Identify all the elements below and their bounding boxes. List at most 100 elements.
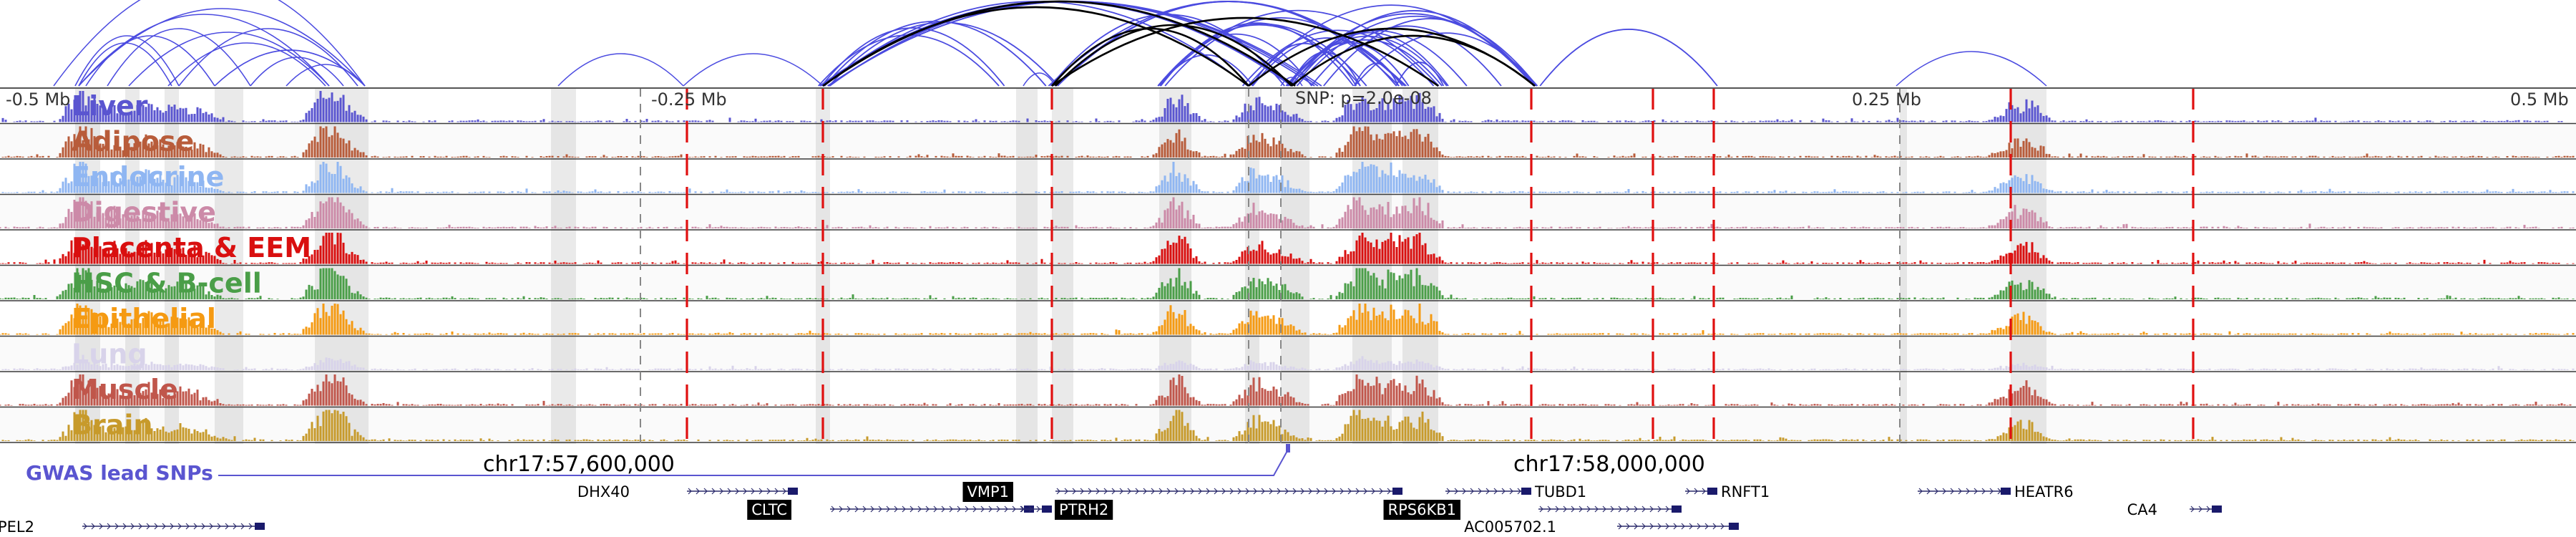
gwas-label: GWAS lead SNPs <box>26 461 213 485</box>
gene-label: RPS6KB1 <box>1388 501 1456 518</box>
loop-arc <box>1291 34 1536 87</box>
loop-arc <box>1252 37 1403 87</box>
gene-label: VMP1 <box>967 483 1009 500</box>
track-label: Digestive <box>72 197 216 228</box>
loop-arc <box>167 42 326 87</box>
gene-label: HEATR6 <box>2014 483 2074 500</box>
highlight-band <box>1052 88 1073 444</box>
track-label: Adipose <box>72 126 194 158</box>
strand-arrows <box>2190 505 2218 513</box>
track-label: Brain <box>72 410 152 441</box>
signal-trace <box>1 354 2575 370</box>
loop-arc <box>824 21 1047 87</box>
coordinate-label: chr17:57,600,000 <box>483 452 675 477</box>
highlight-band <box>551 88 576 444</box>
gwas-snp-marker <box>1286 444 1290 453</box>
gene-label-highlight <box>962 482 1013 502</box>
coordinate-axis: -0.5 Mb -0.25 Mb 0.25 Mb 0.5 Mb SNP: p=2… <box>0 87 2576 110</box>
gwas-track: GWAS lead SNPs <box>26 444 1290 485</box>
loop-arc <box>1354 32 1538 87</box>
strand-arrows <box>688 488 794 495</box>
signal-trace <box>0 268 2575 299</box>
gene-exon <box>1707 488 1717 495</box>
gene-exon <box>2212 505 2222 513</box>
strand-arrows <box>1618 523 1732 530</box>
track-label: Epithelial <box>72 303 216 334</box>
loop-arc <box>1051 16 1439 87</box>
loop-arc <box>1157 9 1440 87</box>
track-label: Endocrine <box>72 161 224 193</box>
gene-exon <box>1672 505 1682 513</box>
signal-trace <box>0 233 2575 264</box>
gene-label: YPEL2 <box>0 518 34 536</box>
loop-arc <box>1160 22 1355 87</box>
chromatin-loop-arcs <box>53 0 2047 87</box>
loop-arc <box>78 42 172 87</box>
gene-exon <box>788 488 798 495</box>
gene-label: DHX40 <box>577 483 630 500</box>
track-label: Liver <box>72 90 148 122</box>
signal-trace <box>1 410 2575 441</box>
loop-arc <box>1290 39 1443 87</box>
highlight-band <box>1900 88 1907 444</box>
gene-label-highlight <box>747 500 791 520</box>
loop-arc <box>128 32 330 87</box>
signal-trace <box>1 91 2563 122</box>
loop-arc <box>1395 62 1445 87</box>
gene-label: CLTC <box>751 501 787 518</box>
loop-arc <box>1896 51 2047 87</box>
loop-arc <box>829 21 1060 87</box>
gene-label: CA4 <box>2127 501 2157 518</box>
gene-label: AC005702.1 <box>1464 518 1556 536</box>
gene-exon <box>1521 488 1531 495</box>
loop-arc <box>1164 17 1397 87</box>
axis-tick-label: 0.25 Mb <box>1852 90 1921 110</box>
gene-label: TUBD1 <box>1534 483 1586 500</box>
strand-arrows <box>831 505 1024 513</box>
gene-label-highlight <box>1055 500 1113 520</box>
loop-arc <box>1291 32 1449 87</box>
axis-tick-label: -0.5 Mb <box>6 90 70 110</box>
loop-arc <box>1323 18 1538 87</box>
gene-exon <box>255 523 265 530</box>
highlight-band <box>1281 88 1309 444</box>
highlight-band <box>215 88 243 444</box>
strand-arrows <box>1446 488 1521 495</box>
axis-tick-label: 0.5 Mb <box>2510 90 2569 110</box>
track-background <box>0 337 2576 373</box>
track-label: Muscle <box>72 374 178 405</box>
loop-arc <box>683 53 824 87</box>
strand-arrows <box>1020 505 1048 513</box>
strand-arrows <box>1918 488 2001 495</box>
loop-arc <box>178 28 358 87</box>
gwas-connector <box>218 449 1289 476</box>
loop-arc <box>557 53 684 87</box>
gene-label-highlight <box>1383 500 1460 520</box>
loop-arc <box>828 1 1319 87</box>
loop-arc <box>53 0 366 87</box>
loop-arc <box>286 64 366 87</box>
signal-trace <box>0 304 2575 335</box>
axis-tick-label: -0.25 Mb <box>651 90 727 110</box>
gene-exon <box>1729 523 1739 530</box>
strand-arrows <box>1686 488 1714 495</box>
loop-arc <box>818 34 1000 87</box>
coordinate-label: chr17:58,000,000 <box>1513 452 1705 477</box>
track-label: HSC & B-cell <box>72 268 262 299</box>
highlight-band <box>125 88 140 444</box>
loop-arc <box>107 28 251 87</box>
signal-trace <box>0 374 2572 406</box>
loop-arc <box>1539 29 1718 87</box>
gene-exon <box>2001 488 2011 495</box>
loop-arc <box>1293 10 1535 87</box>
gene-label: RNFT1 <box>1721 483 1770 500</box>
loop-arc <box>822 0 1296 87</box>
loop-arc <box>78 8 366 87</box>
highlight-band <box>165 88 179 444</box>
highlight-band <box>1245 88 1259 444</box>
marker-lines <box>640 88 2195 444</box>
gene-exon <box>1042 505 1052 513</box>
loop-arc <box>1051 27 1249 87</box>
